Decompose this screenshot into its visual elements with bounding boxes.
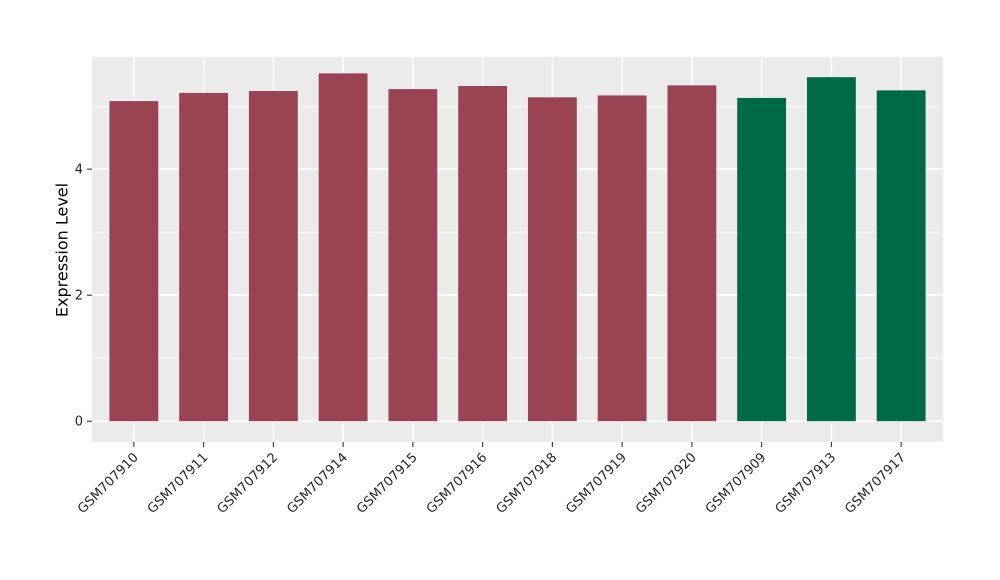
bar-GSM707910 — [109, 101, 159, 422]
bar-GSM707920 — [667, 85, 717, 422]
bar-GSM707919 — [597, 95, 647, 422]
bar-GSM707914 — [318, 73, 368, 422]
x-tick-label: GSM707915 — [354, 450, 421, 517]
x-tick-label: GSM707913 — [773, 450, 840, 517]
bar-GSM707913 — [806, 77, 856, 422]
x-tick-label: GSM707911 — [145, 450, 212, 517]
bar-GSM707916 — [458, 85, 508, 422]
bar-GSM707909 — [737, 97, 787, 422]
bar-GSM707915 — [388, 89, 438, 422]
x-tick-label: GSM707916 — [424, 450, 491, 517]
x-tick-label: GSM707918 — [494, 450, 561, 517]
y-tick-label: 0 — [75, 415, 83, 430]
x-tick-label: GSM707917 — [842, 450, 909, 517]
bar-GSM707911 — [179, 92, 229, 422]
y-tick-label: 4 — [75, 163, 83, 178]
bar-GSM707912 — [248, 91, 298, 422]
x-tick-label: GSM707914 — [284, 450, 351, 517]
y-axis-title: Expression Level — [52, 182, 72, 318]
plot-panel — [92, 57, 943, 442]
x-tick-label: GSM707909 — [703, 450, 770, 517]
y-tick-label: 2 — [75, 289, 83, 304]
x-tick-label: GSM707912 — [215, 450, 282, 517]
x-tick-label: GSM707920 — [633, 450, 700, 517]
bar-GSM707918 — [527, 97, 577, 422]
bar-GSM707917 — [876, 90, 926, 422]
x-tick-label: GSM707919 — [563, 450, 630, 517]
x-tick-label: GSM707910 — [75, 450, 142, 517]
